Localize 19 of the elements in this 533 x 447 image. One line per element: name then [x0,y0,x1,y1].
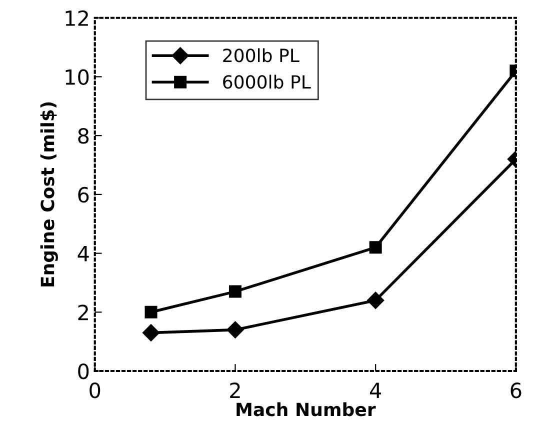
point [226,321,244,338]
x-tick-label: 2 [230,382,240,398]
legend-label: 6000lb PL [223,74,311,89]
x-tick-label: 4 [370,382,382,398]
point [228,285,242,298]
y-tick-label: 0 [78,363,89,380]
point [142,324,160,342]
x-axis-title: Mach Number [236,402,376,416]
point [144,306,158,318]
y-axis-title: Engine Cost (mil$) [40,102,58,286]
y-tick-label: 8 [78,128,89,144]
y-tick-label: 2 [78,304,88,320]
y-tick-label: 10 [66,69,89,85]
y-tick-label: 12 [66,10,88,26]
x-tick-label: 0 [90,382,100,398]
legend-label: 200lb PL [223,48,300,62]
y-tick-label: 4 [78,246,89,262]
y-tick-label: 6 [78,186,89,203]
x-tick-label: 6 [510,382,522,398]
